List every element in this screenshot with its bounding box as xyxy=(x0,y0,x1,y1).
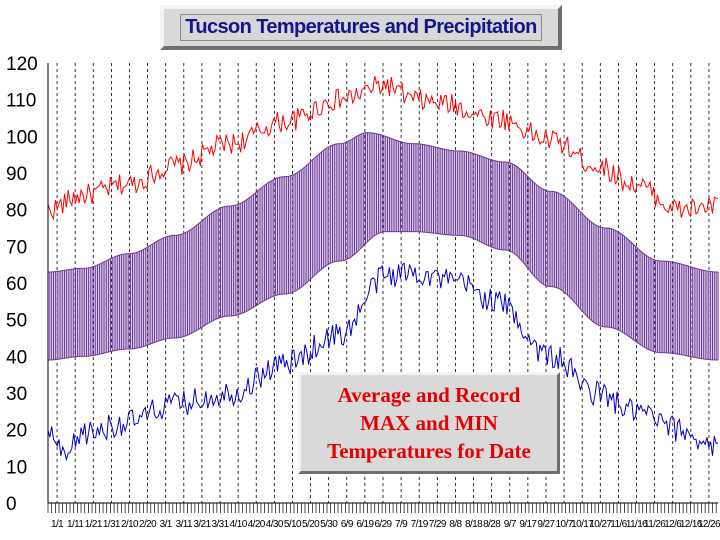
chart-title-box: Tucson Temperatures and Precipitation xyxy=(160,5,562,50)
annotation-line-2: MAX and MIN xyxy=(360,411,498,435)
y-tick-label: 100 xyxy=(6,127,38,148)
axes xyxy=(47,63,718,513)
y-tick-label: 70 xyxy=(6,237,27,258)
x-tick-label: 6/9 xyxy=(341,519,354,530)
x-tick-label: 3/1 xyxy=(160,519,173,530)
x-tick-label: 3/11 xyxy=(176,519,193,530)
y-tick-label: 110 xyxy=(6,91,36,112)
x-tick-label: 10/7 xyxy=(556,519,574,530)
x-tick-label: 9/17 xyxy=(519,519,537,530)
y-tick-label: 60 xyxy=(6,274,27,295)
x-tick-label: 9/7 xyxy=(504,519,517,530)
x-tick-label: 12/26 xyxy=(698,519,720,530)
x-tick-label: 3/21 xyxy=(193,519,211,530)
x-tick-label: 4/20 xyxy=(248,519,266,530)
x-tick-labels: 1/1 1/11 1/21 1/31 2/10 2/20 3/1 3/11 3/21 3/31 4/… xyxy=(51,519,720,530)
x-tick-label: 5/30 xyxy=(320,519,338,530)
record-min-line xyxy=(47,262,719,462)
annotation-text: Average and Record MAX and MIN Temperatu… xyxy=(301,381,557,465)
annotation-line-1: Average and Record xyxy=(337,383,521,407)
y-tick-label: 30 xyxy=(6,384,27,405)
y-tick-label: 0 xyxy=(6,494,17,515)
y-tick-label: 90 xyxy=(6,164,27,185)
average-min-line xyxy=(47,231,719,361)
x-tick-label: 10/27 xyxy=(589,519,612,530)
annotation-line-3: Temperatures for Date xyxy=(327,439,531,463)
annotation-box: Average and Record MAX and MIN Temperatu… xyxy=(298,372,560,474)
y-tick-label: 40 xyxy=(6,347,27,368)
x-tick-label: 8/28 xyxy=(483,519,501,530)
x-tick-label: 11/6 xyxy=(610,519,627,530)
x-tick-label: 1/31 xyxy=(103,519,121,530)
average-max-line xyxy=(47,132,719,273)
x-tick-label: 12/16 xyxy=(680,519,703,530)
x-tick-label: 12/6 xyxy=(664,519,682,530)
x-tick-label: 8/8 xyxy=(449,519,462,530)
x-tick-label: 2/10 xyxy=(121,519,139,530)
x-tick-label: 4/30 xyxy=(266,519,284,530)
x-tick-label: 1/21 xyxy=(85,519,103,530)
x-tick-label: 5/20 xyxy=(302,519,320,530)
x-tick-label: 11/26 xyxy=(644,519,666,530)
x-tick-label: 3/31 xyxy=(211,519,229,530)
x-tick-label: 5/10 xyxy=(284,519,302,530)
record-max-line xyxy=(47,75,719,221)
x-tick-label: 6/29 xyxy=(374,519,392,530)
x-tick-label: 11/16 xyxy=(626,519,648,530)
x-tick-label: 10/17 xyxy=(571,519,594,530)
x-tick-label: 7/19 xyxy=(411,519,429,530)
y-tick-label: 80 xyxy=(6,201,27,222)
y-tick-labels: 0 10 20 30 40 50 60 70 80 90 100 110 120 xyxy=(6,54,38,515)
x-tick-label: 7/9 xyxy=(395,519,408,530)
y-tick-label: 50 xyxy=(6,311,27,332)
x-tick-label: 4/10 xyxy=(230,519,248,530)
x-tick-label: 1/1 xyxy=(51,519,64,530)
x-tick-label: 1/11 xyxy=(67,519,84,530)
x-tick-label: 7/29 xyxy=(429,519,447,530)
y-tick-label: 20 xyxy=(6,421,27,442)
record-lines xyxy=(47,75,719,462)
y-tick-label: 10 xyxy=(6,457,27,478)
y-tick-label: 120 xyxy=(6,54,38,75)
chart-title: Tucson Temperatures and Precipitation xyxy=(180,14,542,41)
x-tick-label: 9/27 xyxy=(537,519,555,530)
x-tick-label: 6/19 xyxy=(356,519,374,530)
average-temperature-band xyxy=(47,132,719,361)
x-tick-label: 8/18 xyxy=(465,519,483,530)
x-tick-label: 2/20 xyxy=(139,519,157,530)
